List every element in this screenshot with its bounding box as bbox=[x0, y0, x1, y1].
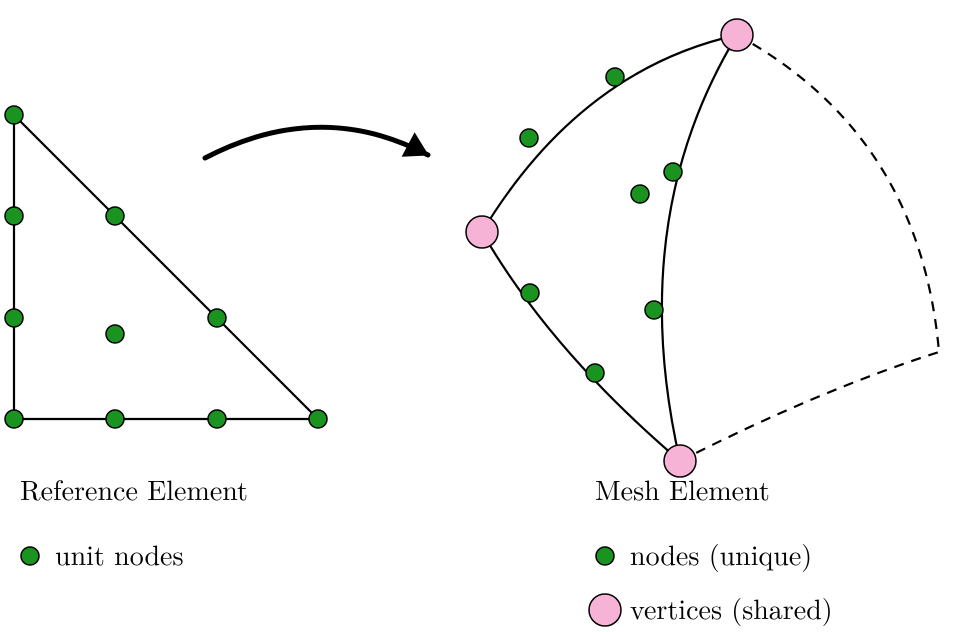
reference-title: Reference Element bbox=[20, 469, 248, 509]
unit-node bbox=[5, 410, 23, 428]
neighbor-edge-dashed bbox=[680, 352, 939, 461]
legend-unit-node-icon bbox=[21, 547, 39, 565]
unit-node bbox=[208, 309, 226, 327]
neighbor-edge-dashed bbox=[737, 35, 939, 352]
unit-node bbox=[106, 410, 124, 428]
diagram-canvas: Reference Element Mesh Element unit nodes n… bbox=[0, 0, 960, 632]
mesh-title: Mesh Element bbox=[595, 469, 770, 509]
mesh-node bbox=[586, 364, 604, 382]
legend-nodes-unique: nodes (unique) bbox=[630, 534, 812, 574]
reference-triangle bbox=[14, 115, 318, 419]
unit-node bbox=[5, 207, 23, 225]
unit-node bbox=[106, 325, 124, 343]
mesh-node bbox=[520, 129, 538, 147]
unit-node bbox=[106, 207, 124, 225]
legend-vertices-shared: vertices (shared) bbox=[630, 588, 833, 628]
mapping-arrow bbox=[205, 127, 428, 158]
unit-node bbox=[5, 309, 23, 327]
mesh-edge bbox=[662, 35, 737, 461]
unit-node bbox=[5, 106, 23, 124]
mesh-edge bbox=[482, 35, 737, 232]
mesh-node bbox=[606, 68, 624, 86]
mesh-vertex bbox=[721, 19, 753, 51]
mesh-edge bbox=[482, 232, 680, 461]
unit-node bbox=[208, 410, 226, 428]
mesh-node bbox=[521, 284, 539, 302]
mesh-vertex bbox=[466, 216, 498, 248]
mesh-node bbox=[664, 163, 682, 181]
legend-vertex-icon bbox=[589, 594, 621, 626]
mesh-node-interior bbox=[631, 185, 649, 203]
mesh-node bbox=[645, 301, 663, 319]
legend-node-icon bbox=[596, 547, 614, 565]
legend-unit-nodes: unit nodes bbox=[55, 534, 184, 574]
unit-node bbox=[309, 410, 327, 428]
